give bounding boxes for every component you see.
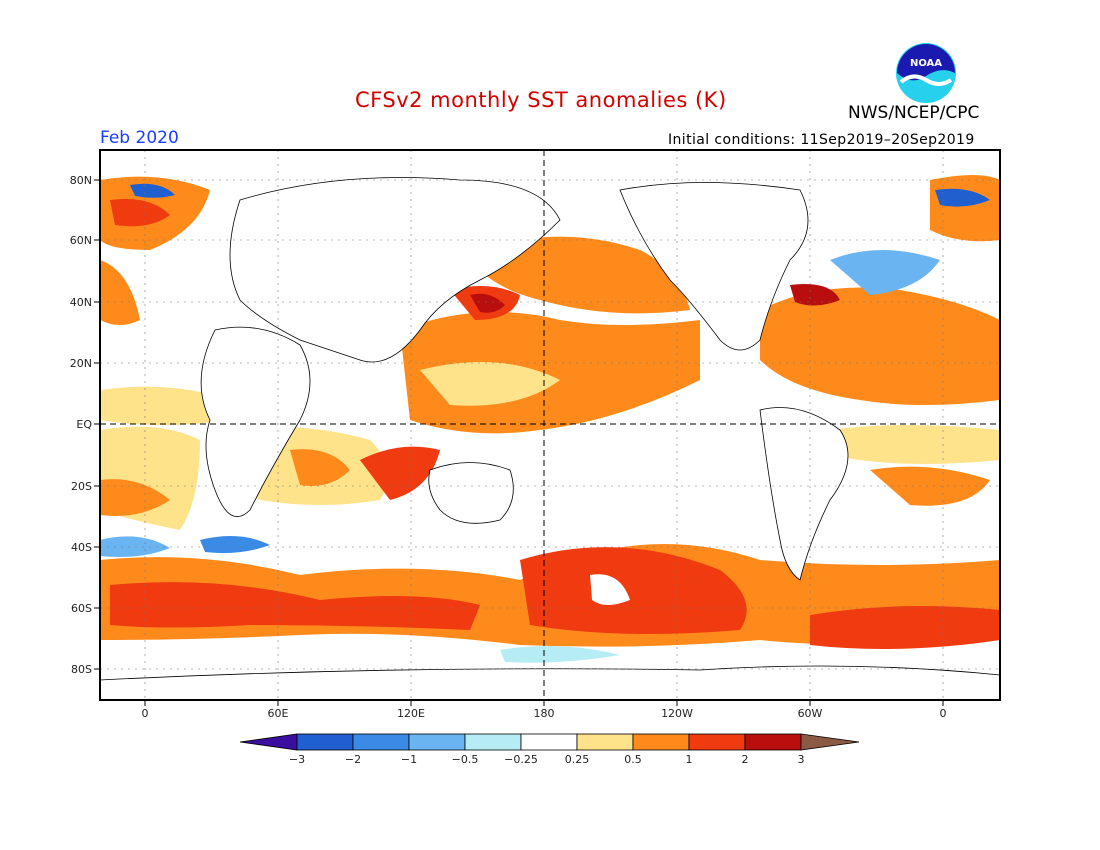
lon-label: 120E [397,707,425,720]
lat-label: 80N [70,174,92,187]
lon-label: 0 [940,707,947,720]
lon-label: 60W [798,707,823,720]
colorbar-tick-label: 2 [742,753,749,766]
north-america-outline [619,182,809,351]
map-frame [99,149,1001,701]
colorbar-box [352,733,410,751]
colorbar-box [520,733,578,751]
agency-label: NWS/NCEP/CPC [848,103,980,123]
colorbar-tick-label: −2 [345,753,361,766]
colorbar-tick-label: −3 [289,753,305,766]
colorbar-tick-label: 0.5 [624,753,642,766]
africa-outline [200,326,311,517]
lon-label: 180 [534,707,555,720]
continents [100,177,1000,700]
lat-label: EQ [76,418,92,431]
forecast-month: Feb 2020 [100,128,179,148]
latitude-labels: 80N 60N 40N 20N EQ 20S 40S 60S 80S [70,174,93,676]
longitude-labels: 0 60E 120E 180 120W 60W 0 [142,707,947,720]
logo-text: NOAA [910,58,942,69]
colorbar-box [744,733,802,751]
eurasia-outline [229,177,561,363]
atlantic-warm-anomaly [760,287,1000,405]
lat-label: 20S [71,480,92,493]
colorbar-box [296,733,354,751]
lon-label: 120W [661,707,693,720]
lat-label: 40S [71,541,92,554]
initial-conditions: Initial conditions: 11Sep2019–20Sep2019 [668,132,975,148]
noaa-logo: NOAA [896,43,956,103]
equator-dateline [100,150,1000,700]
colorbar-box [408,733,466,751]
tick-marks [94,179,944,706]
colorbar-box [576,733,634,751]
colorbar-box [688,733,746,751]
lat-label: 60S [71,602,92,615]
colorbar-tick-label: −1 [401,753,417,766]
lat-label: 80S [71,663,92,676]
lon-label: 0 [142,707,149,720]
colorbar-min-triangle [239,733,298,751]
colorbar-tick-label: −0.25 [504,753,538,766]
colorbar-max-triangle [800,733,860,751]
colorbar-labels: −3 −2 −1 −0.5 −0.25 0.25 0.5 1 2 3 [289,753,805,766]
colorbar-tick-label: 0.25 [565,753,590,766]
colorbar-tick-label: −0.5 [452,753,479,766]
colorbar-tick-label: 1 [686,753,693,766]
map-gridlines [100,150,1000,700]
colorbar-box [464,733,522,751]
lat-label: 60N [70,234,92,247]
colorbar-boxes [239,733,860,751]
colorbar-box [632,733,690,751]
australia-outline [428,462,514,524]
colorbar-tick-label: 3 [798,753,805,766]
anomaly-fields [100,175,1000,663]
lat-label: 20N [70,357,92,370]
lat-label: 40N [70,296,92,309]
lon-label: 60E [268,707,289,720]
chart-title: CFSv2 monthly SST anomalies (K) [355,88,727,112]
